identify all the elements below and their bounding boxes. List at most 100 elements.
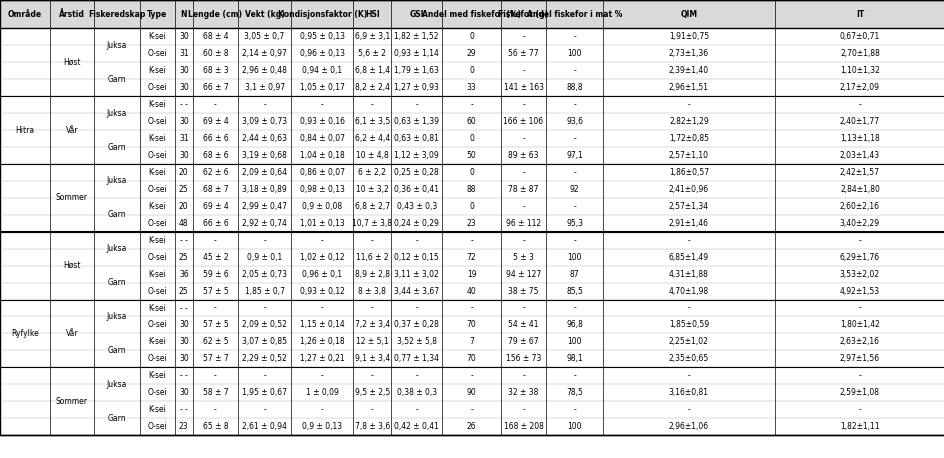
Text: 6,85±1,49: 6,85±1,49 xyxy=(668,253,708,262)
Text: Vår: Vår xyxy=(65,125,78,135)
Text: -: - xyxy=(415,371,417,380)
Text: -: - xyxy=(470,236,472,245)
Text: -: - xyxy=(263,100,265,109)
Text: -: - xyxy=(214,100,216,109)
Text: 65 ± 8: 65 ± 8 xyxy=(202,422,228,431)
Text: 50: 50 xyxy=(466,151,476,160)
Text: 2,41±0,96: 2,41±0,96 xyxy=(668,185,708,194)
Text: 2,17±2,09: 2,17±2,09 xyxy=(839,83,879,92)
Text: 19: 19 xyxy=(466,270,476,278)
Text: -: - xyxy=(858,405,860,414)
Text: 0,96 ± 0,13: 0,96 ± 0,13 xyxy=(299,49,345,58)
Text: 0,37 ± 0,28: 0,37 ± 0,28 xyxy=(394,321,439,329)
Text: - -: - - xyxy=(179,371,188,380)
Text: 0,93 ± 0,12: 0,93 ± 0,12 xyxy=(299,287,345,295)
Text: 2,96±1,51: 2,96±1,51 xyxy=(668,83,708,92)
Text: 0,93 ± 1,14: 0,93 ± 1,14 xyxy=(394,49,439,58)
Text: -: - xyxy=(522,66,524,75)
Text: -: - xyxy=(687,405,689,414)
Text: 29: 29 xyxy=(466,49,476,58)
Text: 8,9 ± 2,8: 8,9 ± 2,8 xyxy=(354,270,390,278)
Text: 0: 0 xyxy=(468,168,474,177)
Text: 156 ± 73: 156 ± 73 xyxy=(505,354,541,363)
Text: 48: 48 xyxy=(178,219,189,228)
Text: Garn: Garn xyxy=(108,210,126,219)
Text: -: - xyxy=(214,304,216,312)
Text: 2,70±1,88: 2,70±1,88 xyxy=(839,49,879,58)
Text: K-sei: K-sei xyxy=(148,202,166,211)
Text: Juksa: Juksa xyxy=(107,176,126,185)
Text: 0,9 ± 0,13: 0,9 ± 0,13 xyxy=(302,422,342,431)
Text: 3,40±2,29: 3,40±2,29 xyxy=(839,219,879,228)
Text: 30: 30 xyxy=(178,33,189,41)
Text: 3,18 ± 0,89: 3,18 ± 0,89 xyxy=(242,185,287,194)
Text: -: - xyxy=(573,202,575,211)
Text: 7,8 ± 3,6: 7,8 ± 3,6 xyxy=(354,422,390,431)
Text: 30: 30 xyxy=(178,321,189,329)
Text: 3,53±2,02: 3,53±2,02 xyxy=(839,270,879,278)
Text: 0,63 ± 1,39: 0,63 ± 1,39 xyxy=(394,117,439,126)
Text: 2,14 ± 0,97: 2,14 ± 0,97 xyxy=(242,49,287,58)
Text: 10,7 ± 3,8: 10,7 ± 3,8 xyxy=(352,219,392,228)
Text: 30: 30 xyxy=(178,354,189,363)
Text: -: - xyxy=(687,371,689,380)
Text: 23: 23 xyxy=(178,422,189,431)
Text: -: - xyxy=(214,405,216,414)
Text: 1,02 ± 0,12: 1,02 ± 0,12 xyxy=(299,253,345,262)
Text: 70: 70 xyxy=(466,321,476,329)
Text: -: - xyxy=(522,100,524,109)
Text: 36: 36 xyxy=(178,270,189,278)
Text: 0: 0 xyxy=(468,202,474,211)
Text: 0,77 ± 1,34: 0,77 ± 1,34 xyxy=(394,354,439,363)
Text: 69 ± 4: 69 ± 4 xyxy=(202,117,228,126)
Text: 0,12 ± 0,15: 0,12 ± 0,15 xyxy=(394,253,439,262)
Text: 0,86 ± 0,07: 0,86 ± 0,07 xyxy=(299,168,345,177)
Text: 1,80±1,42: 1,80±1,42 xyxy=(839,321,879,329)
Text: -: - xyxy=(321,100,323,109)
Text: 30: 30 xyxy=(178,83,189,92)
Text: - -: - - xyxy=(179,405,188,414)
Text: 25: 25 xyxy=(178,253,189,262)
Text: Juksa: Juksa xyxy=(107,244,126,253)
Text: 88,8: 88,8 xyxy=(565,83,582,92)
Text: -: - xyxy=(858,304,860,312)
Text: - -: - - xyxy=(179,304,188,312)
Text: 68 ± 6: 68 ± 6 xyxy=(202,151,228,160)
Text: -: - xyxy=(415,100,417,109)
Text: Garn: Garn xyxy=(108,414,126,423)
Text: 0,93 ± 0,16: 0,93 ± 0,16 xyxy=(299,117,345,126)
Text: 5,6 ± 2: 5,6 ± 2 xyxy=(358,49,386,58)
Text: 3,11 ± 3,02: 3,11 ± 3,02 xyxy=(394,270,439,278)
Text: 78 ± 87: 78 ± 87 xyxy=(508,185,538,194)
Text: 2,03±1,43: 2,03±1,43 xyxy=(839,151,879,160)
Text: K-sei: K-sei xyxy=(148,33,166,41)
Text: 1,82 ± 1,52: 1,82 ± 1,52 xyxy=(394,33,439,41)
Text: 57 ± 7: 57 ± 7 xyxy=(202,354,228,363)
Text: Sommer: Sommer xyxy=(56,397,88,406)
Text: K-sei: K-sei xyxy=(148,100,166,109)
Text: 6,9 ± 3,1: 6,9 ± 3,1 xyxy=(354,33,390,41)
Text: 0,9 ± 0,1: 0,9 ± 0,1 xyxy=(246,253,282,262)
Text: 20: 20 xyxy=(178,202,189,211)
Text: 11,6 ± 2: 11,6 ± 2 xyxy=(356,253,388,262)
Text: 1,91±0,75: 1,91±0,75 xyxy=(668,33,708,41)
Text: 68 ± 3: 68 ± 3 xyxy=(202,66,228,75)
Text: -: - xyxy=(214,371,216,380)
Text: 0: 0 xyxy=(468,66,474,75)
Text: -: - xyxy=(573,371,575,380)
Text: O-sei: O-sei xyxy=(147,321,167,329)
Text: -: - xyxy=(415,304,417,312)
Text: 1,05 ± 0,17: 1,05 ± 0,17 xyxy=(299,83,345,92)
Text: 30: 30 xyxy=(178,66,189,75)
Text: 26: 26 xyxy=(466,422,476,431)
Text: -: - xyxy=(687,304,689,312)
Text: -: - xyxy=(858,371,860,380)
Text: 3,19 ± 0,68: 3,19 ± 0,68 xyxy=(242,151,287,160)
Text: 1,85±0,59: 1,85±0,59 xyxy=(668,321,708,329)
Text: 100: 100 xyxy=(566,49,582,58)
Text: 2,05 ± 0,73: 2,05 ± 0,73 xyxy=(242,270,287,278)
Text: -: - xyxy=(573,304,575,312)
Text: O-sei: O-sei xyxy=(147,354,167,363)
Text: 2,59±1,08: 2,59±1,08 xyxy=(839,388,879,397)
Text: 30: 30 xyxy=(178,388,189,397)
